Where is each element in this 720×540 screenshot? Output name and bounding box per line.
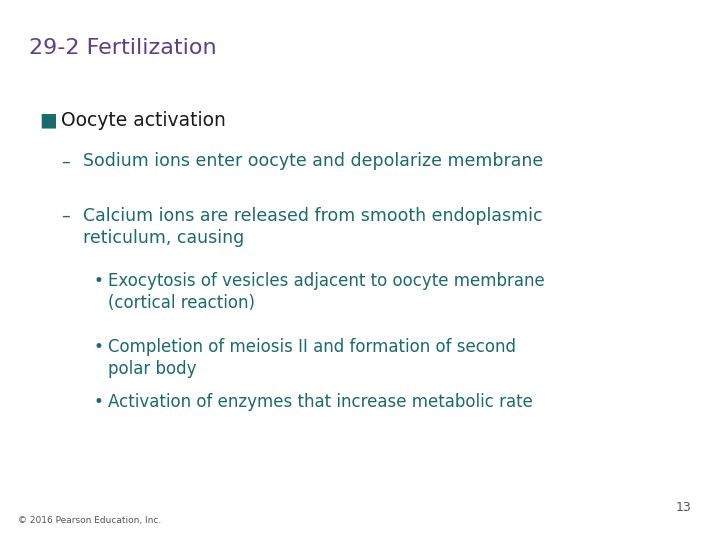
Text: 13: 13	[675, 501, 691, 514]
Text: –: –	[61, 207, 70, 225]
Text: © 2016 Pearson Education, Inc.: © 2016 Pearson Education, Inc.	[18, 516, 161, 525]
Text: •: •	[94, 272, 104, 289]
Text: Calcium ions are released from smooth endoplasmic
reticulum, causing: Calcium ions are released from smooth en…	[83, 207, 542, 247]
Text: 29-2 Fertilization: 29-2 Fertilization	[29, 38, 217, 58]
Text: Activation of enzymes that increase metabolic rate: Activation of enzymes that increase meta…	[108, 393, 533, 410]
Text: •: •	[94, 338, 104, 355]
Text: Oocyte activation: Oocyte activation	[61, 111, 226, 130]
Text: ■: ■	[40, 111, 58, 130]
Text: Completion of meiosis II and formation of second
polar body: Completion of meiosis II and formation o…	[108, 338, 516, 377]
Text: Exocytosis of vesicles adjacent to oocyte membrane
(cortical reaction): Exocytosis of vesicles adjacent to oocyt…	[108, 272, 545, 312]
Text: •: •	[94, 393, 104, 410]
Text: Sodium ions enter oocyte and depolarize membrane: Sodium ions enter oocyte and depolarize …	[83, 152, 543, 170]
Text: –: –	[61, 152, 70, 170]
